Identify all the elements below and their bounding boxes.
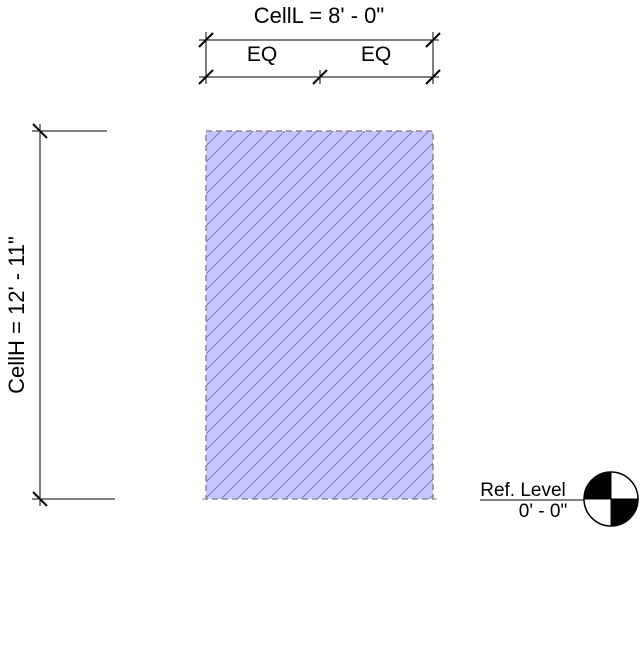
height-dimension[interactable]: CellH = 12' - 11" bbox=[4, 123, 115, 507]
cell-region[interactable] bbox=[202, 130, 437, 500]
tick-mark bbox=[198, 32, 214, 48]
reference-level[interactable]: Ref. Level 0' - 0" bbox=[480, 471, 639, 527]
height-dimension-label: CellH = 12' - 11" bbox=[4, 236, 29, 394]
tick-mark bbox=[198, 69, 214, 85]
tick-mark bbox=[425, 69, 441, 85]
cell-hatch bbox=[206, 131, 433, 499]
eq-label-left: EQ bbox=[247, 43, 277, 66]
tick-mark bbox=[32, 123, 48, 139]
cell-outline bbox=[205, 130, 434, 500]
level-elevation: 0' - 0" bbox=[519, 501, 567, 522]
tick-mark bbox=[32, 491, 48, 507]
tick-mark bbox=[425, 32, 441, 48]
width-dimension-label: CellL = 8' - 0" bbox=[254, 3, 384, 28]
eq-label-right: EQ bbox=[361, 43, 391, 66]
level-name: Ref. Level bbox=[480, 480, 566, 501]
tick-mark bbox=[312, 69, 328, 85]
width-dimension[interactable]: CellL = 8' - 0" EQ EQ bbox=[198, 3, 441, 85]
level-head-quadrant-icon bbox=[583, 471, 639, 527]
